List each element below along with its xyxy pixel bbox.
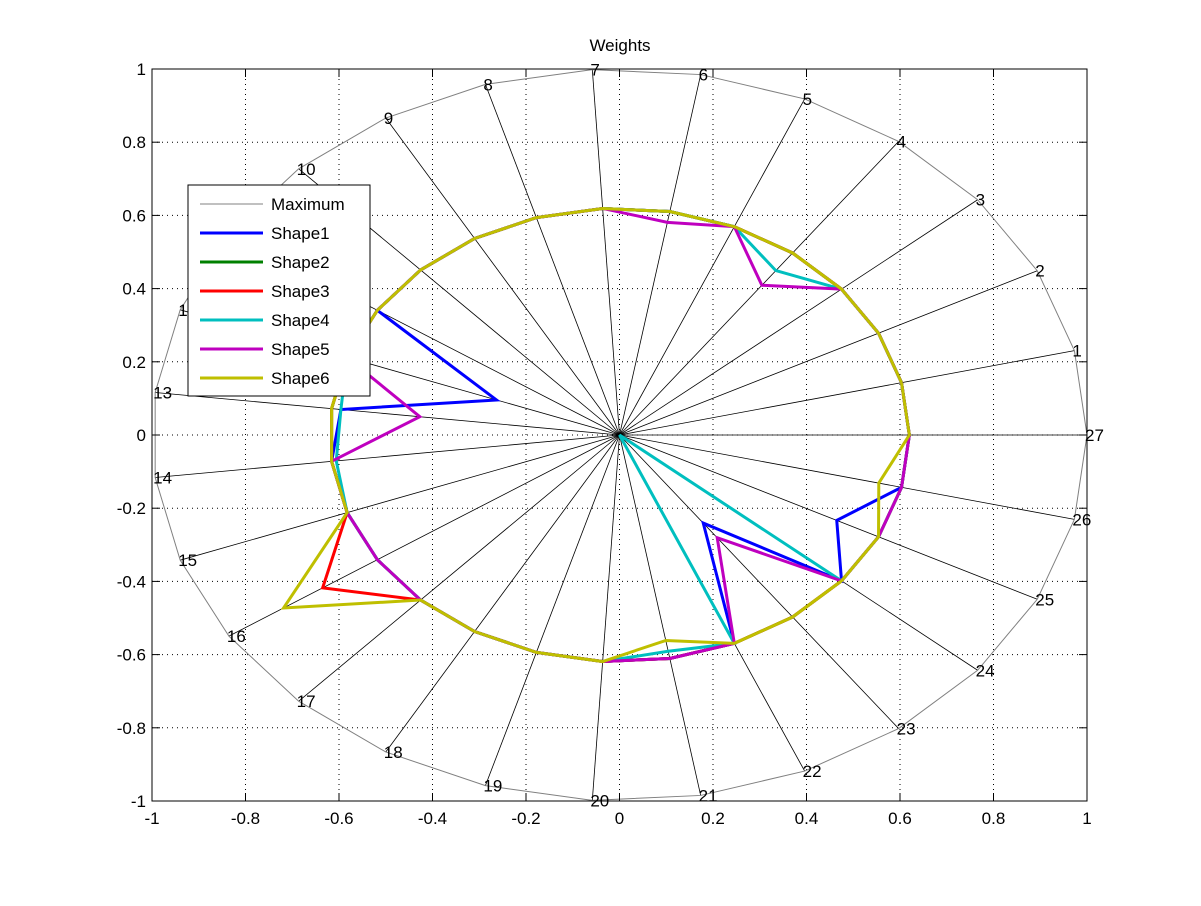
spoke-label: 13: [153, 384, 172, 403]
y-tick-label: 0.8: [122, 133, 146, 152]
x-tick-label: 1: [1082, 809, 1091, 828]
spoke-line: [619, 434, 1038, 600]
y-tick-label: 0.2: [122, 353, 146, 372]
spoke-line: [619, 434, 1075, 520]
spoke-line: [155, 434, 620, 478]
y-tick-label: -0.6: [117, 646, 146, 665]
x-tick-label: -0.2: [511, 809, 540, 828]
legend-label: Shape6: [271, 369, 330, 388]
x-tick-label: 0: [615, 809, 624, 828]
legend-label: Shape5: [271, 340, 330, 359]
y-tick-label: -0.8: [117, 719, 146, 738]
spoke-label: 24: [976, 661, 995, 680]
spoke-line: [619, 199, 978, 436]
spoke-label: 17: [297, 692, 316, 711]
spoke-label: 19: [483, 777, 502, 796]
spoke-line: [619, 434, 702, 796]
chart-title: Weights: [589, 36, 650, 55]
y-tick-label: 1: [137, 60, 146, 79]
legend-label: Maximum: [271, 195, 345, 214]
y-tick-label: -0.2: [117, 499, 146, 518]
spoke-label: 22: [803, 762, 822, 781]
spoke-label: 6: [699, 66, 708, 85]
spoke-line: [619, 74, 702, 436]
spoke-line: [385, 434, 620, 753]
spoke-label: 21: [699, 786, 718, 805]
y-tick-label: -0.4: [117, 572, 146, 591]
series-line-maximum: [154, 69, 1088, 801]
spoke-label: 5: [803, 90, 812, 109]
y-tick-label: -1: [131, 792, 146, 811]
spoke-label: 23: [897, 720, 916, 739]
spoke-label: 25: [1035, 590, 1054, 609]
spoke-line: [298, 434, 620, 702]
spoke-line: [619, 350, 1075, 436]
spoke-label: 16: [227, 627, 246, 646]
spoke-label: 7: [590, 61, 599, 80]
spoke-label: 18: [384, 743, 403, 762]
spoke-line: [485, 434, 620, 786]
legend-label: Shape2: [271, 253, 330, 272]
legend-label: Shape1: [271, 224, 330, 243]
spoke-label: 27: [1085, 426, 1104, 445]
spoke-label: 26: [1072, 510, 1091, 529]
legend-label: Shape3: [271, 282, 330, 301]
x-tick-label: 0.8: [982, 809, 1006, 828]
ticks: -1 -0.8 -0.6 -0.4 -0.2 0 0.2 0.4 0.6 0.8 1 1 0.8 0.6 0…: [117, 60, 1092, 828]
spoke-line: [619, 98, 806, 436]
spoke-line: [155, 392, 620, 436]
x-tick-label: 0.6: [888, 809, 912, 828]
spoke-label: 10: [297, 160, 316, 179]
spoke-line: [385, 117, 620, 436]
spoke-line: [619, 270, 1038, 436]
legend: Maximum Shape1 Shape2 Shape3 Shape4 Shape5 Sha…: [187, 184, 371, 397]
spoke-label: 4: [897, 132, 906, 151]
x-tick-label: 0.4: [795, 809, 819, 828]
x-tick-label: -0.8: [231, 809, 260, 828]
spoke-line: [228, 434, 620, 637]
x-tick-label: -0.6: [324, 809, 353, 828]
series-lines: [154, 69, 1088, 801]
legend-label: Shape4: [271, 311, 330, 330]
spoke-label: 8: [483, 75, 492, 94]
spoke-label: 9: [384, 109, 393, 128]
spoke-label: 15: [178, 551, 197, 570]
spoke-line: [180, 434, 620, 561]
x-tick-label: -1: [144, 809, 159, 828]
x-tick-label: -0.4: [418, 809, 447, 828]
spoke-label: 1: [1072, 342, 1081, 361]
x-tick-label: 0.2: [701, 809, 725, 828]
series-line-shape6: [280, 206, 911, 664]
spokes: [155, 69, 1087, 801]
spoke-line: [619, 141, 899, 436]
spoke-line: [591, 434, 620, 801]
y-tick-label: 0: [137, 426, 146, 445]
spoke-line: [485, 84, 620, 436]
spoke-line: [591, 69, 620, 436]
spoke-label: 3: [976, 191, 985, 210]
spoke-line: [619, 434, 899, 729]
spoke-label: 2: [1035, 262, 1044, 281]
y-tick-label: 0.6: [122, 206, 146, 225]
spoke-label: 14: [153, 468, 172, 487]
y-tick-label: 0.4: [122, 280, 146, 299]
